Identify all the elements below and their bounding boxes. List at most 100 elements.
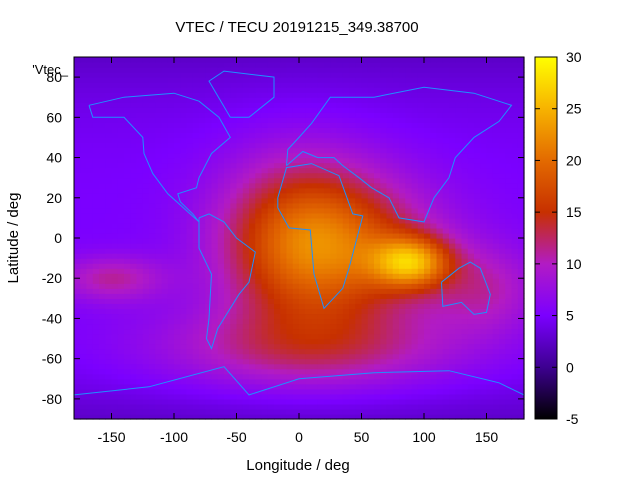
vtec-cell [211,72,219,78]
vtec-cell [267,202,275,209]
vtec-cell [274,358,281,365]
vtec-cell [342,408,350,415]
vtec-cell [324,358,331,365]
vtec-cell [205,82,213,88]
vtec-cell [411,132,419,139]
vtec-cell [80,353,88,360]
vtec-cell [411,167,419,174]
vtec-cell [449,348,456,355]
vtec-cell [424,157,431,164]
vtec-cell [455,388,463,395]
vtec-cell [367,388,375,395]
vtec-cell [461,238,469,244]
vtec-cell [274,338,281,345]
vtec-cell [292,232,300,239]
vtec-cell [174,212,181,219]
vtec-cell [292,102,300,108]
vtec-cell [86,283,94,289]
vtec-cell [167,207,175,214]
vtec-cell [467,388,475,395]
vtec-cell [411,152,419,159]
vtec-cell [236,343,244,350]
vtec-cell [430,333,438,340]
vtec-cell [505,328,513,335]
vtec-cell [417,207,425,214]
vtec-cell [467,157,475,164]
vtec-cell [461,197,469,204]
vtec-cell [255,207,263,214]
vtec-cell [349,112,356,118]
vtec-cell [517,72,525,78]
vtec-cell [236,137,244,144]
vtec-cell [442,192,450,199]
vtec-cell [242,353,250,360]
vtec-cell [192,132,200,139]
vtec-cell [486,268,494,274]
vtec-cell [442,383,450,390]
vtec-cell [242,157,250,164]
vtec-cell [324,403,331,410]
vtec-cell [324,288,331,294]
vtec-cell [255,288,263,294]
vtec-cell [505,378,513,385]
vtec-cell [92,268,100,274]
vtec-cell [186,77,194,83]
vtec-cell [467,328,475,335]
vtec-cell [117,358,125,365]
vtec-cell [280,413,288,420]
vtec-cell [205,283,213,289]
vtec-cell [317,413,325,420]
vtec-cell [274,177,281,184]
vtec-cell [130,87,138,93]
vtec-cell [74,373,81,380]
vtec-cell [474,378,481,385]
vtec-cell [236,413,244,420]
vtec-cell [486,192,494,199]
vtec-cell [274,248,281,254]
vtec-cell [255,182,263,189]
vtec-cell [467,222,475,229]
vtec-cell [424,308,431,315]
vtec-cell [461,72,469,78]
vtec-cell [430,268,438,274]
vtec-cell [480,232,488,239]
vtec-cell [361,212,369,219]
vtec-cell [499,192,506,199]
vtec-cell [292,192,300,199]
vtec-cell [136,67,144,73]
vtec-cell [392,87,400,93]
vtec-cell [261,383,269,390]
vtec-cell [117,87,125,93]
vtec-cell [330,177,338,184]
vtec-cell [311,127,319,134]
vtec-cell [136,368,144,375]
vtec-cell [349,403,356,410]
vtec-cell [92,132,100,139]
vtec-cell [374,117,381,123]
vtec-cell [286,162,294,169]
vtec-cell [386,152,394,159]
vtec-cell [399,358,406,365]
vtec-cell [361,248,369,254]
vtec-cell [74,338,81,345]
vtec-cell [124,243,131,249]
vtec-cell [430,348,438,355]
vtec-cell [86,127,94,134]
vtec-cell [261,192,269,199]
vtec-cell [424,122,431,128]
vtec-cell [249,398,256,405]
vtec-cell [230,122,238,128]
vtec-cell [99,182,106,189]
vtec-cell [361,343,369,350]
vtec-cell [86,373,94,380]
vtec-cell [436,152,444,159]
vtec-cell [411,348,419,355]
vtec-cell [286,303,294,309]
vtec-cell [324,112,331,118]
vtec-cell [355,353,363,360]
vtec-cell [399,207,406,214]
vtec-cell [105,122,113,128]
vtec-cell [155,328,163,335]
vtec-cell [355,243,363,249]
vtec-cell [242,308,250,315]
